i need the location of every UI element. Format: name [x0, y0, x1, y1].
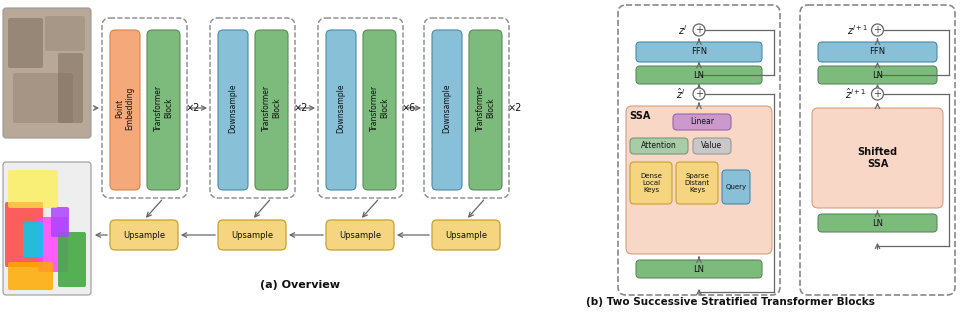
Text: Sparse
Distant
Keys: Sparse Distant Keys — [684, 173, 709, 193]
FancyBboxPatch shape — [432, 30, 462, 190]
Text: Downsample: Downsample — [229, 83, 237, 133]
FancyBboxPatch shape — [3, 8, 91, 138]
FancyBboxPatch shape — [636, 66, 762, 84]
Text: Transformer
Block: Transformer Block — [476, 85, 495, 131]
Text: (b) Two Successive Stratified Transformer Blocks: (b) Two Successive Stratified Transforme… — [585, 297, 874, 307]
Text: Value: Value — [702, 141, 723, 151]
Text: $z^{l+1}$: $z^{l+1}$ — [847, 23, 868, 37]
Text: LN: LN — [694, 70, 704, 80]
FancyBboxPatch shape — [673, 114, 731, 130]
Text: Upsample: Upsample — [231, 230, 273, 239]
FancyBboxPatch shape — [110, 220, 178, 250]
Circle shape — [693, 24, 705, 36]
FancyBboxPatch shape — [469, 30, 502, 190]
Text: $z^l$: $z^l$ — [678, 23, 688, 37]
FancyBboxPatch shape — [636, 42, 762, 62]
Text: ×2: ×2 — [508, 103, 522, 113]
FancyBboxPatch shape — [818, 66, 937, 84]
Text: $\hat{z}^{l+1}$: $\hat{z}^{l+1}$ — [845, 87, 866, 101]
FancyBboxPatch shape — [630, 162, 672, 204]
Text: Upsample: Upsample — [339, 230, 381, 239]
FancyBboxPatch shape — [51, 207, 69, 237]
FancyBboxPatch shape — [13, 73, 73, 123]
Text: FFN: FFN — [869, 48, 886, 57]
Text: SSA: SSA — [629, 111, 651, 121]
FancyBboxPatch shape — [326, 220, 394, 250]
Text: Shifted
SSA: Shifted SSA — [858, 147, 897, 169]
FancyBboxPatch shape — [818, 214, 937, 232]
Text: Downsample: Downsample — [336, 83, 346, 133]
FancyBboxPatch shape — [38, 217, 68, 272]
Circle shape — [693, 88, 705, 100]
Circle shape — [871, 88, 884, 100]
FancyBboxPatch shape — [630, 138, 688, 154]
FancyBboxPatch shape — [693, 138, 731, 154]
FancyBboxPatch shape — [218, 30, 248, 190]
FancyBboxPatch shape — [147, 30, 180, 190]
FancyBboxPatch shape — [58, 232, 86, 287]
Text: Upsample: Upsample — [123, 230, 165, 239]
FancyBboxPatch shape — [255, 30, 288, 190]
FancyBboxPatch shape — [722, 170, 750, 204]
FancyBboxPatch shape — [676, 162, 718, 204]
FancyBboxPatch shape — [8, 18, 43, 68]
Text: Point
Embedding: Point Embedding — [115, 86, 135, 130]
Text: (a) Overview: (a) Overview — [260, 280, 340, 290]
FancyBboxPatch shape — [23, 222, 43, 257]
Text: LN: LN — [872, 218, 883, 228]
Text: LN: LN — [694, 264, 704, 274]
Text: +: + — [695, 89, 703, 99]
Text: Transformer
Block: Transformer Block — [370, 85, 390, 131]
FancyBboxPatch shape — [3, 162, 91, 295]
Text: Transformer
Block: Transformer Block — [262, 85, 281, 131]
FancyBboxPatch shape — [110, 30, 140, 190]
FancyBboxPatch shape — [8, 262, 53, 290]
FancyBboxPatch shape — [812, 108, 943, 208]
Text: Transformer
Block: Transformer Block — [154, 85, 173, 131]
Text: Query: Query — [726, 184, 746, 190]
FancyBboxPatch shape — [5, 202, 43, 267]
Text: $\hat{z}^l$: $\hat{z}^l$ — [676, 87, 685, 101]
Text: ×2: ×2 — [294, 103, 308, 113]
Text: Downsample: Downsample — [443, 83, 452, 133]
Text: ×2: ×2 — [186, 103, 201, 113]
Text: Upsample: Upsample — [445, 230, 487, 239]
Text: FFN: FFN — [691, 48, 707, 57]
FancyBboxPatch shape — [432, 220, 500, 250]
Text: +: + — [695, 25, 703, 35]
Text: +: + — [873, 25, 882, 35]
FancyBboxPatch shape — [58, 53, 83, 123]
FancyBboxPatch shape — [818, 42, 937, 62]
FancyBboxPatch shape — [45, 16, 85, 51]
FancyBboxPatch shape — [636, 260, 762, 278]
Text: LN: LN — [872, 70, 883, 80]
Text: Dense
Local
Keys: Dense Local Keys — [641, 173, 662, 193]
Text: ×6: ×6 — [402, 103, 416, 113]
Circle shape — [871, 24, 884, 36]
FancyBboxPatch shape — [8, 170, 58, 208]
FancyBboxPatch shape — [626, 106, 772, 254]
FancyBboxPatch shape — [326, 30, 356, 190]
Text: Attention: Attention — [641, 141, 677, 151]
FancyBboxPatch shape — [363, 30, 396, 190]
FancyBboxPatch shape — [218, 220, 286, 250]
Text: +: + — [873, 89, 882, 99]
Text: Linear: Linear — [690, 117, 714, 126]
